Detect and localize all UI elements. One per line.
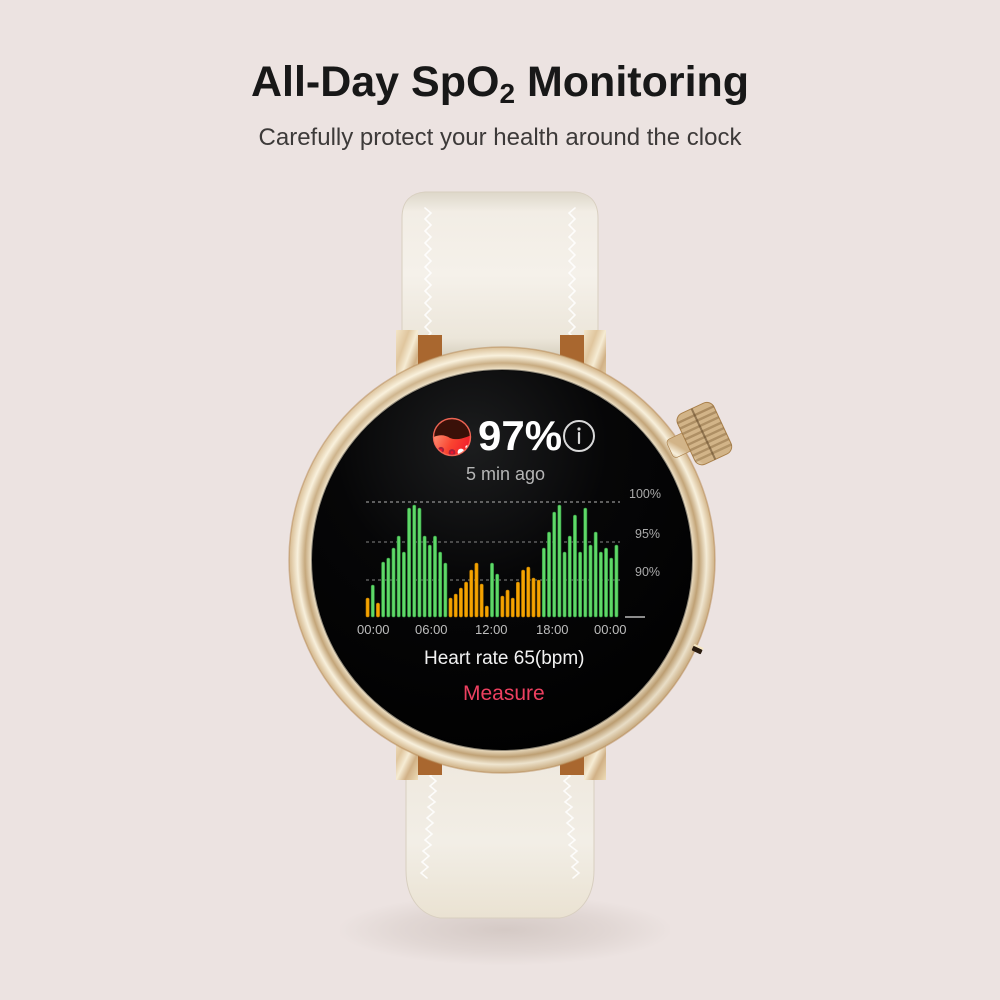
svg-text:12:00: 12:00 [475, 622, 508, 637]
svg-text:18:00: 18:00 [536, 622, 569, 637]
svg-text:00:00: 00:00 [594, 622, 627, 637]
svg-text:Measure: Measure [463, 682, 545, 705]
svg-text:00:00: 00:00 [357, 622, 390, 637]
svg-text:97%: 97% [478, 412, 562, 459]
svg-text:5 min ago: 5 min ago [466, 464, 545, 484]
svg-text:90%: 90% [635, 565, 660, 579]
svg-text:06:00: 06:00 [415, 622, 448, 637]
svg-text:100%: 100% [629, 487, 661, 501]
svg-text:95%: 95% [635, 527, 660, 541]
svg-text:Heart rate 65(bpm): Heart rate 65(bpm) [424, 648, 585, 669]
